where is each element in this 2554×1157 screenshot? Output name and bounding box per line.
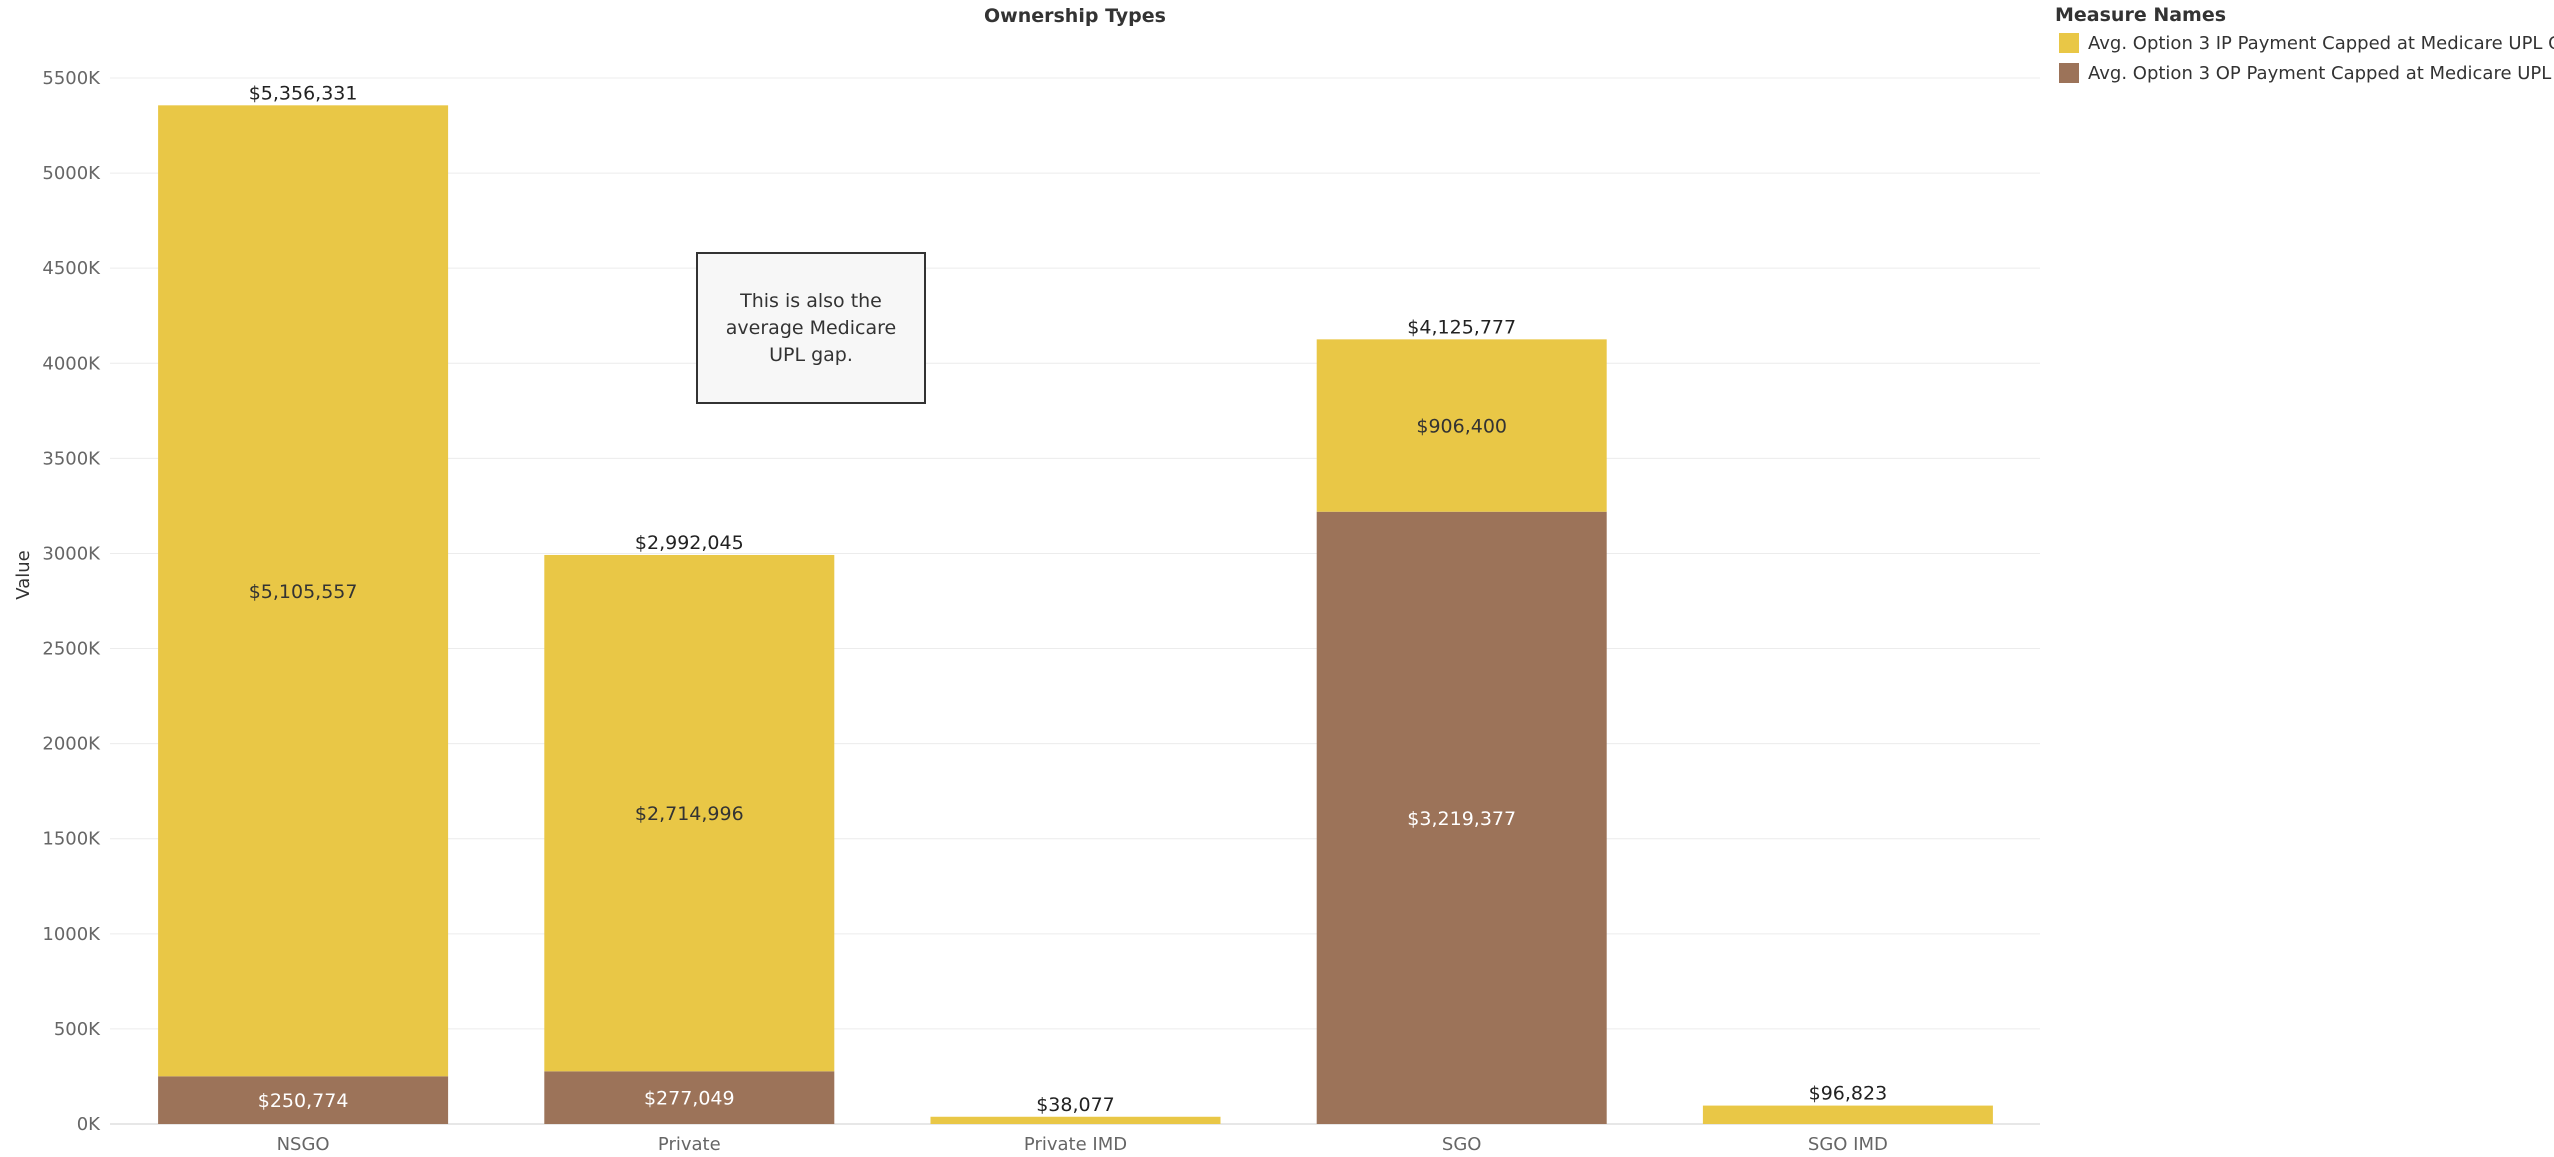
total-value-label: $5,356,331 bbox=[249, 82, 358, 104]
legend-label-op: Avg. Option 3 OP Payment Capped at Medic… bbox=[2088, 62, 2554, 84]
bar-segment bbox=[158, 105, 449, 1077]
legend-swatch-ip bbox=[2059, 33, 2079, 53]
annotation-box: This is also the average Medicare UPL ga… bbox=[696, 252, 926, 404]
bar-segment bbox=[544, 1071, 835, 1124]
annotation-text: This is also the average Medicare UPL ga… bbox=[725, 289, 897, 366]
total-value-label: $2,992,045 bbox=[635, 532, 744, 554]
bar-segment bbox=[930, 1116, 1221, 1124]
y-tick-label: 3000K bbox=[42, 543, 101, 564]
y-axis-ticks: 0K 500K 1000K 1500K 2000K 2500K 3000K 3500K 4000… bbox=[42, 68, 101, 1135]
y-tick-label: 5500K bbox=[42, 68, 101, 89]
data-labels: $250,774 $5,105,557 $5,356,331 $277,049 $2,7… bbox=[249, 82, 1887, 1115]
total-value-label: $38,077 bbox=[1036, 1094, 1115, 1116]
y-tick-label: 0K bbox=[77, 1114, 101, 1135]
segment-value-label: $277,049 bbox=[644, 1088, 735, 1110]
y-tick-label: 3500K bbox=[42, 448, 101, 469]
y-axis-label: Value bbox=[13, 550, 34, 599]
bar-segment bbox=[158, 1076, 449, 1124]
y-tick-label: 4500K bbox=[42, 258, 101, 279]
y-tick-label: 500K bbox=[54, 1019, 101, 1040]
legend-label-ip: Avg. Option 3 IP Payment Capped at Medic… bbox=[2088, 32, 2554, 54]
legend-item-ip[interactable]: Avg. Option 3 IP Payment Capped at Medic… bbox=[2055, 28, 2554, 58]
bars bbox=[158, 105, 1993, 1124]
x-tick-label: SGO bbox=[1442, 1134, 1482, 1155]
y-tick-label: 1000K bbox=[42, 924, 101, 945]
x-tick-label: NSGO bbox=[277, 1134, 330, 1155]
segment-value-label: $2,714,996 bbox=[635, 803, 744, 825]
total-value-label: $96,823 bbox=[1809, 1083, 1888, 1105]
x-tick-label: Private bbox=[658, 1134, 721, 1155]
legend-title: Measure Names bbox=[2055, 4, 2227, 26]
segment-value-label: $250,774 bbox=[258, 1090, 349, 1112]
bar-segment bbox=[1702, 1105, 1993, 1124]
x-tick-label: SGO IMD bbox=[1808, 1134, 1888, 1155]
legend-swatch-op bbox=[2059, 63, 2079, 83]
segment-value-label: $5,105,557 bbox=[249, 581, 358, 603]
legend: Measure Names Avg. Option 3 IP Payment C… bbox=[2055, 2, 2554, 88]
segment-value-label: $906,400 bbox=[1416, 416, 1507, 438]
y-tick-label: 1500K bbox=[42, 829, 101, 850]
legend-item-op[interactable]: Avg. Option 3 OP Payment Capped at Medic… bbox=[2055, 58, 2554, 88]
y-tick-label: 2500K bbox=[42, 639, 101, 660]
bar-segment bbox=[1316, 511, 1607, 1124]
y-tick-label: 5000K bbox=[42, 163, 101, 184]
total-value-label: $4,125,777 bbox=[1407, 316, 1516, 338]
bar-segment bbox=[544, 554, 835, 1072]
x-axis-ticks: NSGO Private Private IMD SGO SGO IMD bbox=[277, 1134, 1888, 1155]
y-tick-label: 2000K bbox=[42, 734, 101, 755]
x-tick-label: Private IMD bbox=[1024, 1134, 1127, 1155]
bar-segment bbox=[1316, 339, 1607, 512]
chart-title: Ownership Types bbox=[984, 5, 1166, 27]
y-tick-label: 4000K bbox=[42, 353, 101, 374]
segment-value-label: $3,219,377 bbox=[1407, 808, 1516, 830]
